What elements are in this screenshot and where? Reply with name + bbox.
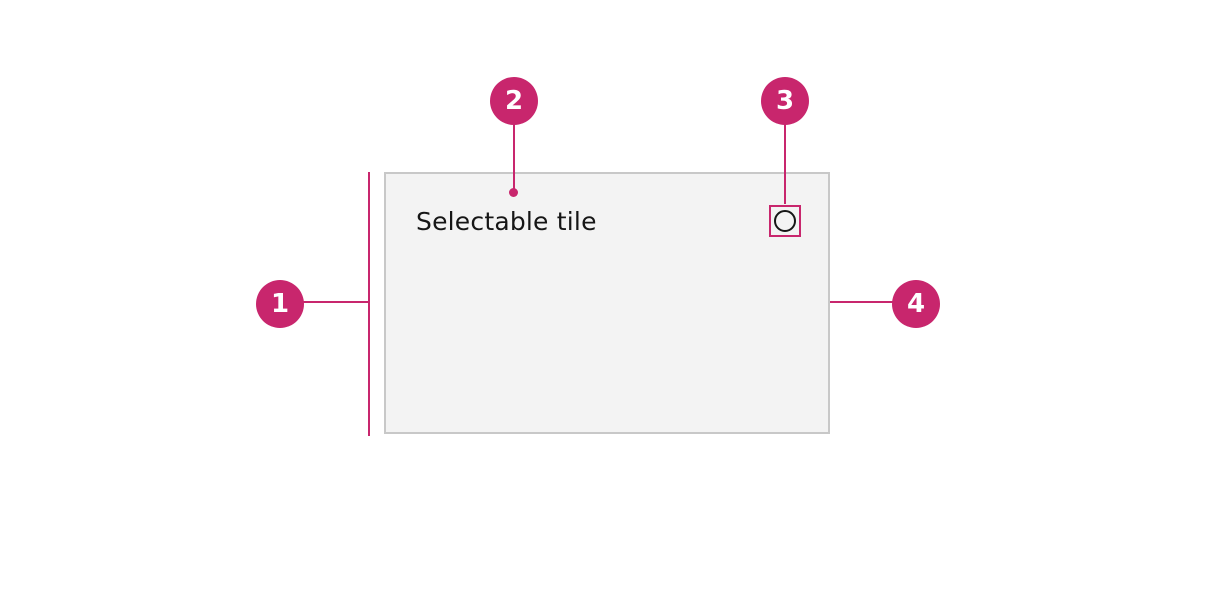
- callout-4-badge: 4: [892, 280, 940, 328]
- selectable-tile[interactable]: Selectable tile: [384, 172, 830, 434]
- callout-2-anchor-dot: [509, 188, 518, 197]
- callout-3-leader-line: [784, 120, 786, 204]
- callout-1-badge: 1: [256, 280, 304, 328]
- callout-1-leader-line: [296, 301, 368, 303]
- radio-button[interactable]: [774, 210, 796, 232]
- callout-2-badge: 2: [490, 77, 538, 125]
- tile-title: Selectable tile: [416, 207, 597, 236]
- callout-4-leader-line: [830, 301, 896, 303]
- callout-2-leader-line: [513, 120, 515, 192]
- radio-highlight-box: [769, 205, 801, 237]
- callout-3-badge: 3: [761, 77, 809, 125]
- callout-1-bracket-line: [368, 172, 370, 436]
